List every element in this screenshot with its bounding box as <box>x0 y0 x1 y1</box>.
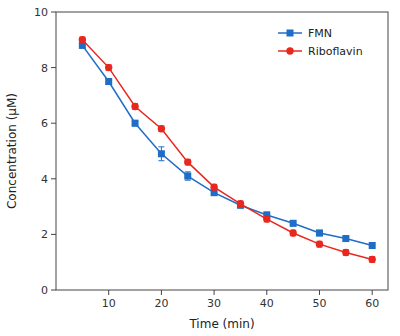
legend-marker <box>286 47 293 54</box>
y-tick-label: 0 <box>41 284 48 297</box>
marker <box>237 200 244 207</box>
error-bar <box>369 257 375 263</box>
y-tick <box>51 12 56 13</box>
marker <box>184 173 191 180</box>
marker <box>79 36 86 43</box>
marker <box>369 242 376 249</box>
y-tick <box>51 67 56 68</box>
series-line <box>82 45 372 245</box>
y-tick <box>51 290 56 291</box>
error-bar <box>185 159 191 165</box>
marker <box>289 229 296 236</box>
x-tick-label: 10 <box>102 297 116 310</box>
x-tick-label: 50 <box>312 297 326 310</box>
marker <box>263 215 270 222</box>
chart: 10 20 30 40 50 60 0 2 4 6 8 10 Time (min) Concentrati… <box>0 0 400 336</box>
x-tick <box>266 290 267 295</box>
legend: FMN Riboflavin <box>272 20 380 64</box>
y-tick <box>51 123 56 124</box>
marker <box>158 150 165 157</box>
series <box>79 42 376 249</box>
error-bar <box>369 243 375 249</box>
error-bar <box>211 184 217 190</box>
y-tick-label: 10 <box>34 6 48 19</box>
error-bar <box>185 172 191 180</box>
y-tick-label: 6 <box>41 117 48 130</box>
data <box>79 36 376 263</box>
marker <box>342 235 349 242</box>
x-tick <box>372 290 373 295</box>
y-tick-label: 2 <box>41 228 48 241</box>
axes: 10 20 30 40 50 60 0 2 4 6 8 10 <box>34 6 379 310</box>
error-bar <box>132 120 138 126</box>
error-bar <box>343 236 349 242</box>
marker <box>131 103 138 110</box>
marker <box>316 240 323 247</box>
marker <box>158 125 165 132</box>
marker <box>290 220 297 227</box>
error-bar <box>158 126 164 132</box>
series <box>79 36 376 263</box>
error-bar <box>158 147 164 161</box>
y-axis-label: Concentration (μM) <box>5 93 19 209</box>
marker <box>368 256 375 263</box>
y-tick <box>51 234 56 235</box>
error-bar <box>106 79 112 85</box>
error-bar <box>343 250 349 256</box>
x-tick-label: 20 <box>154 297 168 310</box>
x-tick-label: 30 <box>207 297 221 310</box>
error-bar <box>79 37 85 43</box>
x-tick <box>161 290 162 295</box>
legend-background <box>272 20 380 64</box>
plot-frame <box>56 12 388 290</box>
series-line <box>82 40 372 260</box>
x-tick <box>214 290 215 295</box>
marker <box>132 120 139 127</box>
error-bar <box>290 230 296 236</box>
y-tick-label: 8 <box>41 62 48 75</box>
marker <box>342 249 349 256</box>
marker <box>105 64 112 71</box>
error-bar <box>264 216 270 222</box>
y-tick-label: 4 <box>41 173 48 186</box>
marker <box>105 78 112 85</box>
legend-label: Riboflavin <box>308 45 363 58</box>
legend-marker <box>287 30 294 37</box>
x-tick-label: 60 <box>365 297 379 310</box>
x-tick-label: 40 <box>260 297 274 310</box>
legend-label: FMN <box>308 27 332 40</box>
error-bar <box>316 241 322 247</box>
error-bar <box>237 201 243 207</box>
error-bar <box>316 230 322 236</box>
error-bar <box>132 104 138 110</box>
error-bar <box>290 221 296 227</box>
error-bar <box>106 65 112 71</box>
marker <box>316 230 323 237</box>
marker <box>184 158 191 165</box>
x-tick <box>108 290 109 295</box>
x-tick <box>319 290 320 295</box>
y-tick <box>51 178 56 179</box>
x-axis-label: Time (min) <box>188 317 254 331</box>
marker <box>210 183 217 190</box>
